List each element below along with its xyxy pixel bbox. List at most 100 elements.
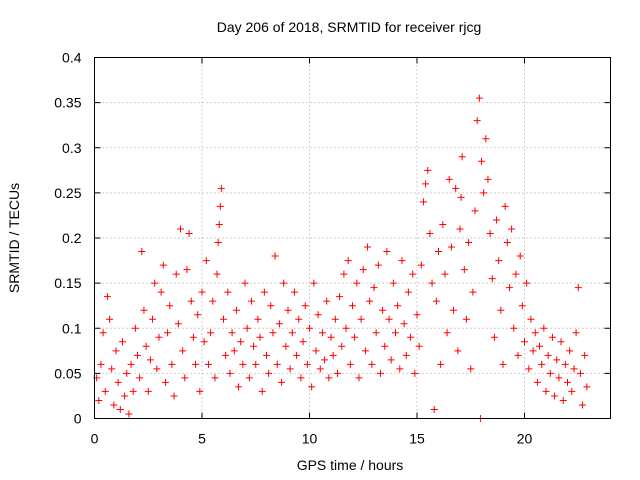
data-point <box>166 302 174 310</box>
y-tick-label: 0.4 <box>62 50 82 66</box>
data-point <box>480 189 488 197</box>
data-point <box>265 369 273 377</box>
y-tick-label: 0.15 <box>54 275 81 291</box>
data-point <box>125 410 133 418</box>
data-point <box>407 333 415 341</box>
data-point <box>174 320 182 328</box>
y-tick-label: 0 <box>74 411 82 427</box>
data-point <box>252 360 260 368</box>
data-point <box>527 315 535 323</box>
data-point <box>140 306 148 314</box>
data-point <box>452 184 460 192</box>
data-point <box>316 365 324 373</box>
data-point <box>374 261 382 269</box>
data-point <box>116 405 124 413</box>
data-point <box>486 229 494 237</box>
data-point <box>213 270 221 278</box>
x-tick-label: 5 <box>198 431 206 447</box>
data-point <box>127 360 135 368</box>
data-point <box>323 297 331 305</box>
data-point <box>114 378 122 386</box>
data-point <box>282 342 290 350</box>
data-point <box>136 374 144 382</box>
data-point <box>392 329 399 337</box>
data-point <box>493 216 501 224</box>
data-point <box>503 239 511 247</box>
data-point <box>161 378 169 386</box>
data-point <box>559 396 567 404</box>
data-point <box>353 279 361 287</box>
data-point <box>179 347 187 355</box>
x-tick-label: 0 <box>91 431 99 447</box>
data-point <box>538 360 546 368</box>
data-point <box>469 288 477 296</box>
data-point <box>445 175 453 183</box>
data-point <box>548 333 556 341</box>
x-axis: 0 5 10 15 20 <box>91 57 532 447</box>
data-point <box>329 351 337 359</box>
data-point <box>129 387 137 395</box>
data-point <box>308 383 316 391</box>
data-point <box>512 270 520 278</box>
data-point <box>529 347 537 355</box>
data-point <box>346 360 354 368</box>
data-point <box>159 261 167 269</box>
data-point <box>359 266 367 274</box>
data-point <box>151 279 159 287</box>
data-point <box>278 378 286 386</box>
data-point <box>239 360 247 368</box>
data-point <box>417 261 425 269</box>
data-point <box>138 248 146 256</box>
data-point <box>351 333 359 341</box>
data-point <box>247 297 255 305</box>
data-point <box>518 302 526 310</box>
data-point <box>555 374 563 382</box>
data-point <box>546 369 554 377</box>
data-point <box>331 315 339 323</box>
data-points <box>93 94 591 422</box>
data-point <box>200 338 208 346</box>
data-point <box>280 279 288 287</box>
data-point <box>318 329 326 337</box>
y-tick-label: 0.35 <box>54 95 81 111</box>
data-point <box>149 315 157 323</box>
data-point <box>426 229 434 237</box>
data-point <box>228 329 236 337</box>
data-point <box>402 351 410 359</box>
data-point <box>456 225 464 233</box>
data-point <box>542 387 550 395</box>
data-point <box>185 229 193 237</box>
y-axis: 0 0.05 0.1 0.15 0.2 0.25 0.3 0.35 0.4 <box>54 50 611 427</box>
data-point <box>488 275 496 283</box>
data-point <box>574 284 582 292</box>
data-point <box>443 329 451 337</box>
data-point <box>295 315 303 323</box>
data-point <box>540 324 548 332</box>
data-point <box>450 306 458 314</box>
data-point <box>153 365 161 373</box>
data-point <box>389 279 397 287</box>
data-point <box>103 293 111 301</box>
data-point <box>211 374 219 382</box>
data-point <box>357 315 365 323</box>
data-point <box>235 383 243 391</box>
data-point <box>475 94 483 102</box>
data-point <box>226 369 234 377</box>
y-tick-label: 0.1 <box>62 320 82 336</box>
data-point <box>478 157 485 165</box>
data-point <box>187 297 195 305</box>
data-point <box>108 365 116 373</box>
data-point <box>314 311 322 319</box>
data-point <box>570 365 578 373</box>
data-point <box>342 324 350 332</box>
data-point <box>576 369 584 377</box>
data-point <box>325 374 333 382</box>
data-point <box>241 279 249 287</box>
data-point <box>232 306 240 314</box>
data-point <box>521 338 528 346</box>
data-point <box>177 225 184 233</box>
data-point <box>458 153 466 161</box>
data-point <box>97 360 105 368</box>
data-point <box>284 306 292 314</box>
data-point <box>454 347 462 355</box>
